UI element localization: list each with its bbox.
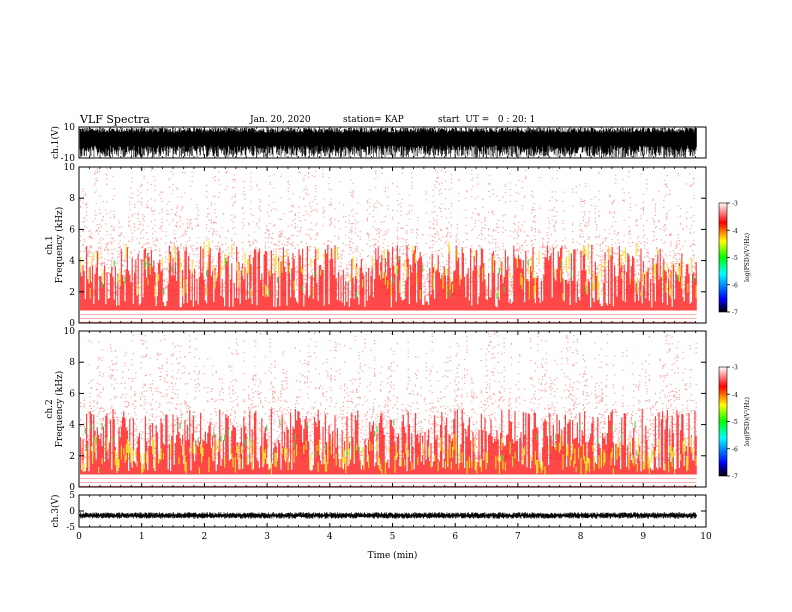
spectrogram-3 [80,331,697,487]
start-ut-label: start UT = 0 : 20: 1 [438,115,536,125]
x-tick-label: 8 [578,532,584,542]
y-axis-label: ch.1 [45,235,55,254]
y-tick-label: 2 [69,452,75,462]
y-axis-label: ch.2 [45,399,55,418]
x-tick-label: 10 [700,532,712,542]
y-tick-label: 0 [69,507,75,517]
spec-low-band [80,245,697,311]
colorbar-tick-label: -5 [732,419,738,426]
x-tick-label: 5 [390,532,396,542]
plot-frame-4 [78,494,707,528]
y-tick-label: 10 [64,327,76,337]
y-tick-label: 4 [69,421,75,431]
y-axis-label: Frequency (kHz) [54,371,65,448]
y-tick-label: 0 [69,483,75,493]
colorbar-tick-label: -4 [732,228,738,235]
y-tick-label: 6 [69,225,75,235]
ch1-waveform-trace [79,128,697,157]
chart-title: VLF Spectra [80,113,150,126]
ch3-waveform-trace [79,512,697,519]
spec-yellow-patches [82,433,697,475]
y-tick-label: 5 [69,491,75,501]
y-axis-label: Frequency (kHz) [54,207,65,284]
colorbar-tick-label: -7 [732,310,738,317]
colorbar-tick-label: -4 [732,392,738,399]
y-tick-label: -10 [61,154,76,164]
colorbar-tick-label: -3 [732,365,738,372]
x-tick-label: 3 [264,532,270,542]
colorbar-tick-label: -7 [732,474,738,481]
y-axis-label: ch.1(V) [50,126,61,159]
spec-yellow-patches [80,240,697,300]
y-tick-label: 2 [69,288,75,298]
x-tick-label: 2 [202,532,208,542]
x-tick-label: 7 [515,532,521,542]
colorbar-tick-label: -6 [732,282,738,289]
x-tick-label: 9 [640,532,646,542]
y-tick-label: 8 [69,358,75,368]
colorbar-label: log(PSD)(V²/Hz) [744,397,751,446]
date-label: Jan. 20, 2020 [250,115,311,125]
y-tick-label: 8 [69,194,75,204]
spec-low-band [80,409,697,475]
y-axis-label: ch.3(V) [50,495,61,528]
y-tick-label: 10 [64,163,76,173]
x-tick-label: 0 [76,532,82,542]
x-tick-label: 1 [139,532,145,542]
y-tick-label: -5 [66,523,75,533]
x-tick-label: 6 [452,532,458,542]
colorbar-label: log(PSD)(V²/Hz) [744,233,751,282]
colorbar-3 [718,366,728,477]
y-tick-label: 10 [64,123,76,133]
y-tick-label: 0 [69,319,75,329]
colorbar-tick-label: -6 [732,446,738,453]
y-tick-label: 6 [69,389,75,399]
y-tick-label: 4 [69,257,75,267]
spectrogram-2 [80,167,697,323]
colorbar-2 [718,202,728,313]
x-axis-label: Time (min) [368,550,418,561]
station-label: station= KAP [343,115,404,125]
colorbar-tick-label: -3 [732,201,738,208]
colorbar-tick-label: -5 [732,255,738,262]
x-tick-label: 4 [327,532,333,542]
